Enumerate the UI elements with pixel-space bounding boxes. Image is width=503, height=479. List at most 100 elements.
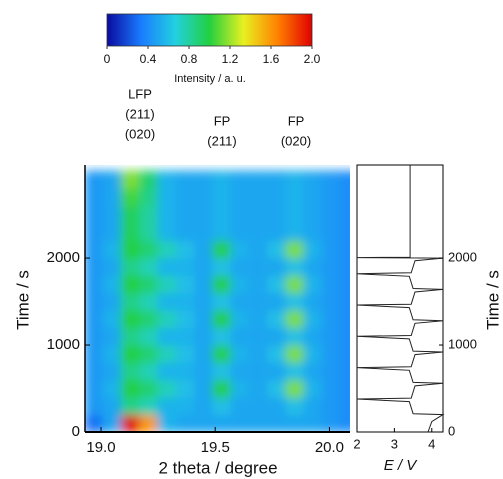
y-axis-label: Time / s <box>483 270 502 330</box>
heatmap-cell <box>85 292 104 311</box>
heatmap-cell <box>102 222 123 242</box>
colorbar <box>106 13 313 47</box>
x-tick-label: 19.5 <box>201 439 230 456</box>
heatmap-cell <box>322 344 342 363</box>
heatmap-cell <box>248 205 269 224</box>
heatmap-cell <box>175 170 196 189</box>
colorbar-tick-label: 2.0 <box>304 52 321 66</box>
colorbar-tick-label: 0.8 <box>181 52 198 66</box>
heatmap-cell <box>157 327 177 346</box>
heatmap-cell <box>157 257 177 276</box>
heatmap-cell <box>267 240 287 259</box>
heatmap-cell <box>85 274 104 294</box>
heatmap-cell <box>340 205 350 224</box>
heatmap-cell <box>157 379 177 398</box>
heatmap-cell <box>194 222 214 242</box>
heatmap-cell <box>322 170 342 189</box>
heatmap-cell <box>139 327 159 346</box>
heatmap-cell <box>157 309 177 329</box>
heatmap-cell <box>121 396 141 416</box>
heatmap-cell <box>194 257 214 276</box>
heatmap-cell <box>212 240 232 259</box>
heatmap-cell <box>230 414 250 432</box>
heatmap-cell <box>230 292 250 311</box>
heatmap-cell <box>157 396 177 416</box>
heatmap-cell <box>340 240 350 259</box>
heatmap-cell <box>340 344 350 363</box>
heatmap-cell <box>85 414 104 432</box>
heatmap-cell <box>322 205 342 224</box>
heatmap-cell <box>121 170 141 189</box>
heatmap-cell <box>175 240 196 259</box>
y-tick-label: 0 <box>448 423 455 438</box>
voltage-line <box>356 165 445 433</box>
heatmap-cell <box>102 396 123 416</box>
heatmap-cell <box>303 187 324 207</box>
heatmap-cell <box>85 309 104 329</box>
heatmap-cell <box>102 187 123 207</box>
peak-label: (211) <box>125 106 154 121</box>
x-tick-label: 19.0 <box>86 439 115 456</box>
heatmap-cell <box>267 379 287 398</box>
heatmap-cell <box>102 205 123 224</box>
heatmap-cell <box>121 240 141 259</box>
heatmap-cell <box>157 205 177 224</box>
heatmap-cell <box>340 396 350 416</box>
heatmap-cell <box>157 274 177 294</box>
heatmap-cell <box>303 274 324 294</box>
heatmap-cell <box>248 187 269 207</box>
heatmap-cell <box>85 379 104 398</box>
heatmap-cell <box>303 292 324 311</box>
heatmap-cell <box>340 361 350 381</box>
heatmap-cell <box>230 379 250 398</box>
heatmap-cell <box>175 396 196 416</box>
heatmap-cell <box>248 379 269 398</box>
heatmap-cell <box>248 309 269 329</box>
heatmap-cell <box>322 257 342 276</box>
y-tick-label: 2000 <box>448 249 477 264</box>
heatmap-cell <box>248 222 269 242</box>
heatmap-cell <box>230 187 250 207</box>
heatmap-cell <box>139 187 159 207</box>
heatmap-cell <box>102 257 123 276</box>
colorbar-label: Intensity / a. u. <box>174 73 246 85</box>
heatmap-cells <box>85 170 350 432</box>
heatmap-cell <box>194 205 214 224</box>
heatmap-cell <box>340 170 350 189</box>
heatmap-cell <box>267 309 287 329</box>
heatmap-cell <box>230 361 250 381</box>
heatmap-cell <box>157 361 177 381</box>
colorbar-tick-label: 0.4 <box>140 52 157 66</box>
heatmap-cell <box>212 379 232 398</box>
heatmap-cell <box>303 170 324 189</box>
heatmap-cell <box>340 327 350 346</box>
heatmap-cell <box>175 414 196 432</box>
heatmap-cell <box>194 379 214 398</box>
heatmap-cell <box>267 361 287 381</box>
heatmap-cell <box>340 309 350 329</box>
heatmap-cell <box>285 344 305 363</box>
heatmap-cell <box>340 257 350 276</box>
heatmap-cell <box>285 414 305 432</box>
heatmap-cell <box>85 187 104 207</box>
heatmap-cell <box>85 222 104 242</box>
heatmap-cell <box>102 274 123 294</box>
heatmap-cell <box>194 187 214 207</box>
heatmap-cell <box>248 414 269 432</box>
heatmap-cell <box>139 414 159 432</box>
heatmap-cell <box>212 396 232 416</box>
y-tick-label: 0 <box>72 423 80 440</box>
heatmap-cell <box>340 222 350 242</box>
heatmap-cell <box>102 344 123 363</box>
heatmap-cell <box>285 292 305 311</box>
heatmap-cell <box>267 274 287 294</box>
heatmap-cell <box>285 379 305 398</box>
x-tick-label: 4 <box>428 436 435 451</box>
heatmap-cell <box>139 396 159 416</box>
heatmap-cell <box>285 187 305 207</box>
heatmap-cell <box>212 344 232 363</box>
heatmap-cell <box>248 274 269 294</box>
heatmap-cell <box>157 240 177 259</box>
heatmap-cell <box>285 222 305 242</box>
